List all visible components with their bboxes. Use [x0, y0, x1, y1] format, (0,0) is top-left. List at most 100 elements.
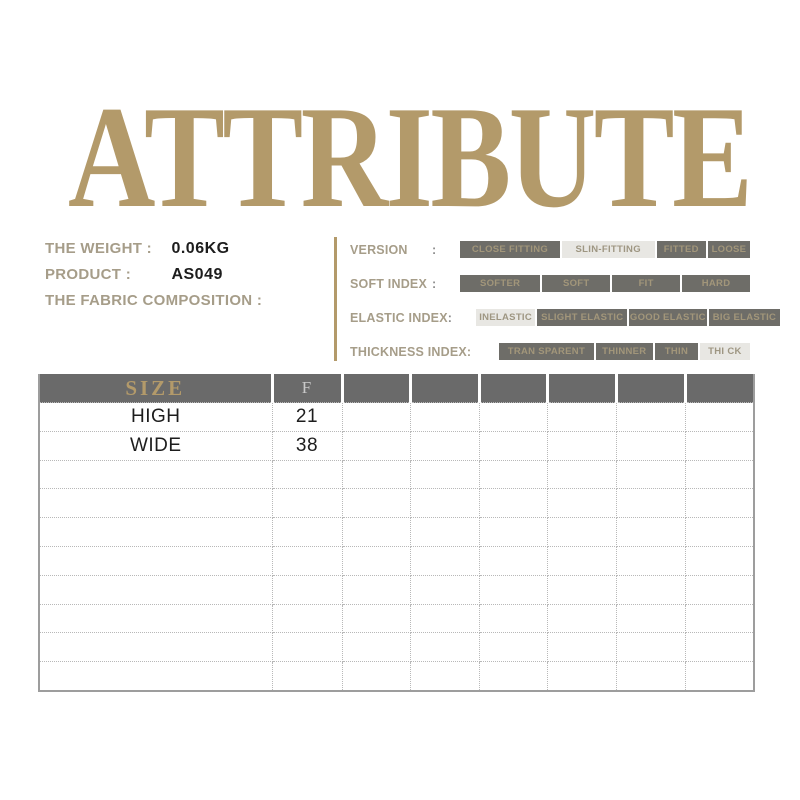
option-segment: GOOD ELASTIC [629, 309, 707, 326]
table-cell [684, 661, 755, 692]
attribute-label: SOFT INDEX [350, 276, 428, 291]
info-row-product: PRODUCT : AS049 [45, 262, 262, 288]
empty-column-header [683, 374, 754, 403]
attribute-option-bar: SOFTER SOFT FIT HARD [460, 275, 750, 292]
table-cell [616, 661, 686, 692]
table-cell [684, 402, 755, 432]
table-cell [341, 488, 412, 519]
product-info-block: THE WEIGHT : 0.06KG PRODUCT : AS049 THE … [45, 236, 262, 314]
table-cell [478, 402, 549, 432]
attribute-colon: : [447, 310, 452, 325]
table-cell [38, 574, 273, 605]
table-cell [547, 402, 618, 432]
table-cell [410, 488, 480, 519]
table-row [38, 574, 755, 605]
table-cell [38, 488, 273, 519]
table-cell [341, 574, 412, 605]
table-cell [341, 402, 412, 432]
table-cell [341, 632, 412, 663]
table-cell [684, 488, 755, 519]
product-value: AS049 [171, 266, 223, 283]
table-cell [410, 603, 480, 634]
table-cell [410, 661, 480, 692]
table-cell [410, 517, 480, 547]
option-segment: FIT [612, 275, 681, 292]
table-cell [341, 603, 412, 634]
option-segment: THINNER [595, 343, 654, 360]
option-segment: SOFT [542, 275, 611, 292]
table-cell [547, 488, 618, 519]
attribute-row-thickness-index: THICKNESS INDEX: TRAN SPARENT THINNER THIN T… [350, 343, 750, 360]
table-cell [616, 574, 686, 605]
attribute-option-bar: CLOSE FITTING SLIN-FITTING FITTED LOOSE [460, 241, 750, 258]
table-cell [547, 661, 618, 692]
table-cell [547, 603, 618, 634]
table-cell [410, 632, 480, 663]
table-row: WIDE 38 [38, 430, 755, 461]
table-cell [271, 661, 343, 692]
attribute-colon: : [432, 242, 437, 257]
option-segment: TRAN SPARENT [499, 343, 594, 360]
table-cell [547, 632, 618, 663]
table-cell [271, 603, 343, 634]
attribute-row-version: VERSION: CLOSE FITTING SLIN-FITTING FITTED L… [350, 241, 750, 258]
table-cell [684, 603, 755, 634]
vertical-divider [334, 237, 337, 361]
table-cell [478, 603, 549, 634]
fabric-label: THE FABRIC COMPOSITION : [45, 292, 263, 309]
table-cell [271, 488, 343, 519]
table-cell [341, 545, 412, 576]
weight-label: THE WEIGHT : [45, 240, 152, 257]
table-cell [410, 574, 480, 605]
table-cell [271, 459, 343, 490]
table-cell: 21 [271, 402, 343, 432]
attribute-option-bar: TRAN SPARENT THINNER THIN THI CK [499, 343, 750, 360]
table-row [38, 459, 755, 490]
empty-column-header [477, 374, 548, 403]
table-cell [547, 459, 618, 490]
table-cell [38, 545, 273, 576]
table-cell [616, 545, 686, 576]
size-table-wrap: SIZE F HIGH 21 WIDE 38 [38, 374, 755, 692]
empty-column-header [409, 374, 480, 403]
table-cell [271, 574, 343, 605]
attribute-row-elastic-index: ELASTIC INDEX: INELASTIC SLIGHT ELASTIC GOO… [350, 309, 781, 326]
table-row [38, 661, 755, 692]
size-column-header: SIZE [39, 374, 272, 403]
table-row [38, 603, 755, 634]
table-row [38, 488, 755, 519]
empty-column-header [615, 374, 686, 403]
table-cell [38, 603, 273, 634]
option-segment: INELASTIC [475, 309, 536, 326]
table-cell [271, 517, 343, 547]
table-cell [38, 661, 273, 692]
f-column-header: F [270, 374, 342, 403]
attribute-label: THICKNESS INDEX: [350, 344, 472, 359]
table-cell [684, 545, 755, 576]
table-cell [478, 632, 549, 663]
table-cell [478, 459, 549, 490]
attribute-colon: : [432, 276, 437, 291]
table-cell [38, 632, 273, 663]
size-table: SIZE F HIGH 21 WIDE 38 [38, 374, 755, 692]
option-segment: SLIGHT ELASTIC [537, 309, 628, 326]
table-row [38, 545, 755, 576]
table-cell [478, 517, 549, 547]
table-cell [478, 488, 549, 519]
table-row: HIGH 21 [38, 402, 755, 432]
product-label: PRODUCT : [45, 266, 132, 283]
table-cell [616, 488, 686, 519]
table-cell [684, 632, 755, 663]
table-cell: WIDE [38, 430, 273, 461]
table-cell [547, 574, 618, 605]
table-cell [271, 545, 343, 576]
table-cell [616, 459, 686, 490]
table-cell [38, 517, 273, 547]
table-row [38, 632, 755, 663]
table-cell [341, 517, 412, 547]
page-title: ATTRIBUTE [68, 76, 753, 238]
table-cell [410, 545, 480, 576]
table-cell [616, 402, 686, 432]
table-cell [684, 459, 755, 490]
option-segment: BIG ELASTIC [708, 309, 781, 326]
